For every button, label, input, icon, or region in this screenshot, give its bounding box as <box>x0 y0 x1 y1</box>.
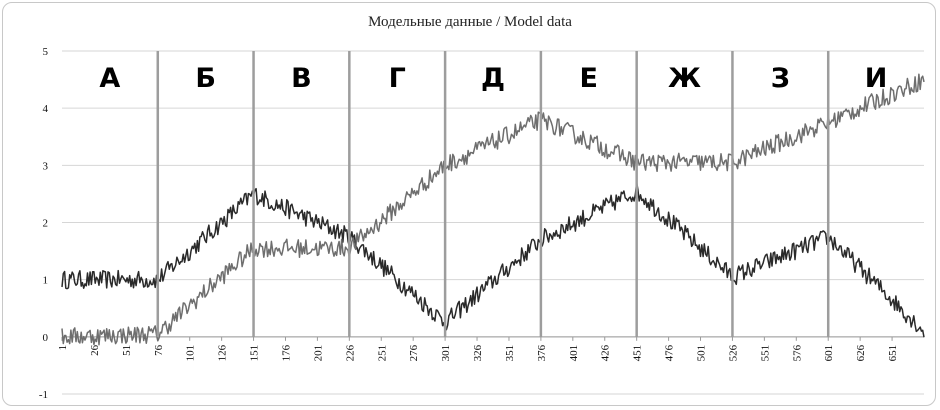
x-tick-label: 201 <box>312 345 324 362</box>
x-tick-label: 226 <box>344 344 356 361</box>
segment-labels: А Б В Г Д Е Ж З И <box>99 63 887 94</box>
segment-boundaries <box>156 51 830 337</box>
y-tick-label: 5 <box>43 46 49 58</box>
series-line-2 <box>61 73 925 346</box>
x-tick-label: 76 <box>153 344 165 356</box>
x-tick-label: 551 <box>759 345 771 362</box>
x-tick-label: 51 <box>121 345 133 356</box>
segment-label: Б <box>195 63 216 94</box>
x-tick-label: 251 <box>376 345 388 362</box>
y-tick-label: -1 <box>39 389 48 401</box>
x-tick-label: 401 <box>568 345 580 362</box>
y-axis-ticks: -1 0 1 2 3 4 5 <box>39 46 49 401</box>
segment-label: А <box>99 63 120 94</box>
x-tick-label: 526 <box>727 344 739 361</box>
x-tick-label: 501 <box>696 345 708 362</box>
x-tick-label: 151 <box>249 345 261 362</box>
y-tick-label: 1 <box>43 275 49 287</box>
segment-label: В <box>291 63 312 94</box>
x-tick-label: 651 <box>887 345 899 362</box>
segment-label: З <box>771 63 790 94</box>
x-tick-label: 426 <box>600 344 612 361</box>
segment-label: Г <box>389 63 406 94</box>
x-tick-label: 101 <box>185 345 197 362</box>
x-tick-label: 601 <box>823 345 835 362</box>
x-tick-label: 626 <box>855 344 867 361</box>
x-tick-label: 351 <box>504 345 516 362</box>
series-lines <box>61 73 925 346</box>
x-tick-label: 451 <box>632 345 644 362</box>
segment-label: Е <box>580 63 598 94</box>
x-tick-label: 26 <box>89 344 101 356</box>
x-tick-label: 276 <box>408 344 420 361</box>
segment-label: Ж <box>668 63 701 94</box>
x-tick-label: 326 <box>472 344 484 361</box>
x-tick-label: 476 <box>664 344 676 361</box>
series-line-1 <box>61 181 925 338</box>
x-tick-label: 126 <box>217 344 229 361</box>
x-tick-label: 176 <box>280 344 292 361</box>
segment-label: Д <box>481 63 505 94</box>
y-tick-label: 4 <box>43 103 49 115</box>
x-tick-label: 576 <box>791 344 803 361</box>
y-tick-label: 2 <box>43 218 49 230</box>
segment-label: И <box>865 63 888 94</box>
y-tick-label: 3 <box>43 160 49 172</box>
x-axis-ticks: 1 26 51 76 101 126 151 176 201 226 251 276 301 326 351… <box>57 336 899 362</box>
x-tick-label: 301 <box>440 345 452 362</box>
x-tick-label: 376 <box>536 344 548 361</box>
y-tick-label: 0 <box>43 332 49 344</box>
chart-title: Модельные данные / Model data <box>368 14 572 30</box>
x-tick-label: 1 <box>57 345 69 351</box>
gridlines <box>62 50 924 395</box>
